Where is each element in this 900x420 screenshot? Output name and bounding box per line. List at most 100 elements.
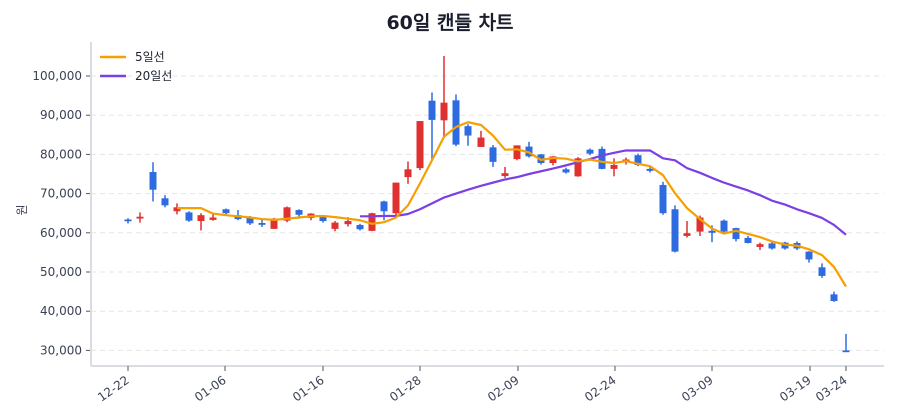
candle-body	[161, 198, 169, 206]
candle-down	[452, 94, 460, 147]
ma20-line	[360, 149, 847, 236]
candle-body	[477, 137, 485, 147]
candle-down	[149, 162, 157, 202]
chart-title: 60일 캔들 차트	[386, 12, 514, 34]
candle-body	[598, 148, 606, 169]
candle-body	[392, 182, 400, 214]
candle-body	[149, 172, 157, 190]
candle-body	[732, 228, 740, 240]
candle-up	[501, 166, 509, 178]
candle-body	[270, 218, 278, 229]
candle-down	[842, 333, 850, 353]
gridlines	[91, 75, 884, 351]
candle-down	[464, 124, 472, 146]
candle-down	[562, 167, 570, 174]
candle-down	[185, 211, 193, 222]
candle-down	[598, 146, 606, 170]
x-tick-label: 03-24	[813, 373, 850, 404]
candle-down	[161, 195, 169, 208]
candle-body	[744, 237, 752, 243]
candle-body	[440, 102, 448, 121]
y-axis: 100,000 90,000 80,000 70,000 60,000 50,000 40,…	[32, 42, 92, 366]
candle-body	[830, 294, 838, 302]
candles	[124, 56, 850, 353]
candle-body	[331, 222, 339, 229]
candle-body	[574, 158, 582, 177]
y-tick-label: 40,000	[40, 304, 82, 318]
candle-body	[185, 212, 193, 221]
candle-body	[173, 207, 181, 212]
candle-up	[392, 182, 400, 216]
candle-up	[136, 212, 144, 223]
candle-up	[197, 213, 205, 231]
x-tick-label: 01-28	[387, 373, 424, 404]
candle-up	[756, 242, 764, 251]
candle-body	[258, 223, 266, 225]
candle-body	[708, 230, 716, 233]
candle-down	[805, 251, 813, 263]
candle-body	[136, 216, 144, 219]
candle-body	[805, 251, 813, 260]
candle-body	[416, 121, 424, 169]
candle-body	[222, 209, 230, 214]
x-tick-label: 03-09	[679, 373, 716, 404]
candle-up	[416, 121, 424, 171]
candle-body	[380, 201, 388, 212]
candle-down	[646, 166, 654, 173]
candle-body	[356, 224, 364, 230]
candle-down	[222, 208, 230, 216]
y-tick-label: 70,000	[40, 187, 82, 201]
candle-body	[646, 168, 654, 171]
candle-body	[720, 220, 728, 232]
candle-down	[356, 223, 364, 231]
candle-body	[197, 215, 205, 222]
x-tick-label: 01-16	[290, 373, 327, 404]
moving-averages	[177, 121, 847, 288]
candle-body	[368, 213, 376, 231]
candle-body	[756, 244, 764, 247]
candle-body	[634, 155, 642, 165]
legend-label: 5일선	[135, 50, 165, 64]
x-axis: 12-22 01-06 01-16 01-28 02-09 02-24 03-09 03-19…	[91, 365, 884, 404]
y-tick-label: 30,000	[40, 343, 82, 357]
candle-body	[610, 164, 618, 169]
candle-down	[744, 235, 752, 244]
y-axis-label: 원	[15, 204, 29, 215]
candle-down	[380, 200, 388, 221]
candle-body	[696, 217, 704, 232]
candle-up	[683, 221, 691, 238]
candle-up	[513, 145, 521, 161]
candle-body	[319, 217, 327, 222]
y-tick-label: 50,000	[40, 265, 82, 279]
x-tick-label: 02-24	[582, 373, 619, 404]
candle-down	[586, 148, 594, 156]
x-tick-label: 03-19	[777, 373, 814, 404]
candle-body	[513, 145, 521, 160]
candle-body	[344, 221, 352, 225]
y-tick-label: 100,000	[32, 69, 82, 83]
candle-down	[124, 218, 132, 224]
candle-body	[464, 126, 472, 136]
legend-label: 20일선	[135, 69, 172, 83]
candle-up	[331, 221, 339, 232]
candle-up	[477, 130, 485, 147]
candle-body	[124, 219, 132, 222]
candle-body	[404, 169, 412, 178]
candle-body	[295, 210, 303, 215]
candle-body	[562, 169, 570, 173]
candle-body	[246, 217, 254, 224]
x-tick-label: 01-06	[192, 373, 229, 404]
candle-body	[501, 173, 509, 176]
candle-down	[818, 263, 826, 278]
y-tick-label: 80,000	[40, 147, 82, 161]
candle-body	[428, 100, 436, 120]
candle-down	[659, 181, 667, 215]
candle-body	[283, 207, 291, 221]
candle-down	[768, 242, 776, 250]
candle-body	[818, 267, 826, 276]
candle-body	[659, 184, 667, 214]
candle-up	[404, 161, 412, 184]
candle-body	[671, 209, 679, 252]
candle-up	[440, 56, 448, 138]
